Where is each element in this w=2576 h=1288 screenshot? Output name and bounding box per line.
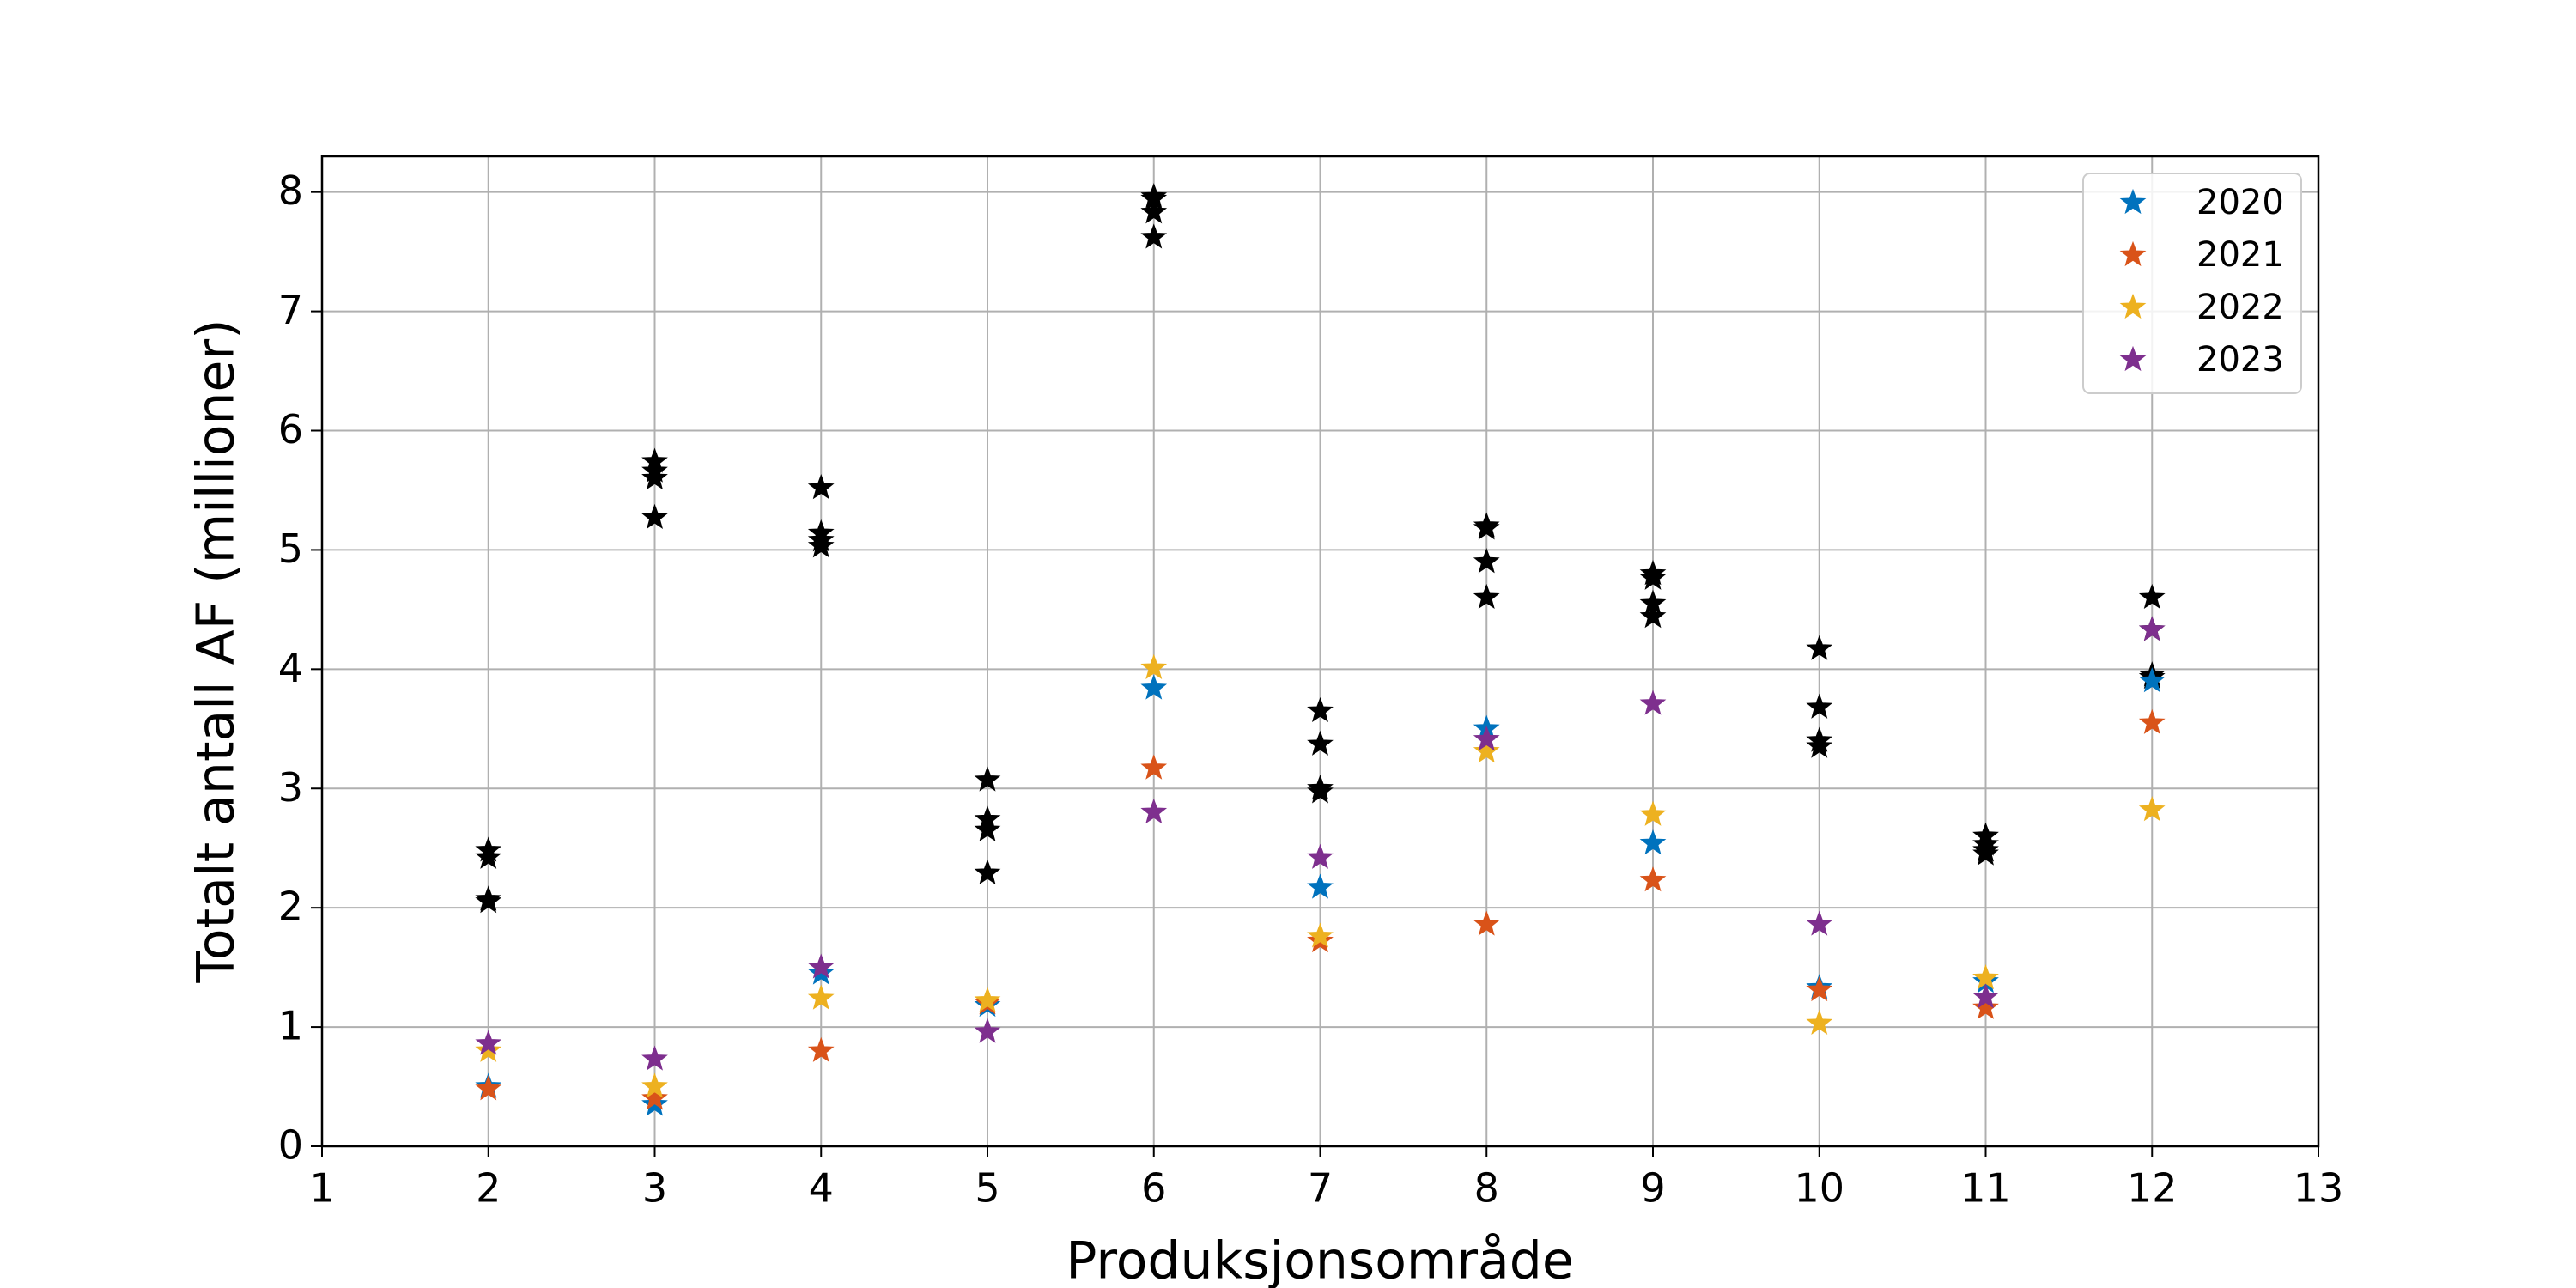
point <box>1972 840 1999 866</box>
point <box>1307 873 1334 899</box>
legend-marker <box>2119 293 2147 319</box>
point <box>1806 732 1833 758</box>
point <box>1639 829 1667 855</box>
legend-marker <box>2119 345 2147 372</box>
point <box>1307 696 1334 723</box>
x-axis-label: Produksjonsområde <box>1066 1231 1574 1288</box>
point <box>1806 975 1833 1002</box>
y-tick-label: 6 <box>278 406 303 453</box>
legend-label: 2021 <box>2196 235 2284 275</box>
legend: 2020 2021 2022 2023 <box>2082 173 2302 394</box>
point <box>1473 548 1500 574</box>
point <box>1972 993 1999 1019</box>
point <box>1140 198 1168 224</box>
point <box>1639 800 1667 826</box>
point <box>1806 1009 1833 1035</box>
point <box>974 816 1001 841</box>
point <box>807 953 835 979</box>
point <box>807 1036 835 1062</box>
y-tick-label: 3 <box>278 764 303 811</box>
legend-label: 2023 <box>2196 340 2284 380</box>
x-tick-label: 9 <box>1640 1165 1665 1212</box>
y-tick-label: 2 <box>278 884 303 930</box>
point <box>1307 778 1334 804</box>
point <box>475 1036 502 1062</box>
point <box>1140 653 1168 680</box>
point <box>974 987 1001 1012</box>
x-tick-label: 4 <box>809 1165 834 1212</box>
x-tick-label: 10 <box>1794 1165 1844 1212</box>
point <box>1473 910 1500 936</box>
point <box>641 1072 668 1098</box>
point <box>475 1030 502 1055</box>
point <box>1639 564 1667 590</box>
x-tick-label: 13 <box>2293 1165 2344 1212</box>
point <box>1972 983 1999 1009</box>
point <box>641 464 668 490</box>
y-axis-label: Totalt antall AF (millioner) <box>186 319 246 983</box>
point <box>1140 674 1168 700</box>
point <box>974 1018 1001 1043</box>
x-tick-label: 3 <box>642 1165 667 1212</box>
y-tick-label: 8 <box>278 167 303 214</box>
point <box>1140 798 1168 824</box>
y-tick-label: 5 <box>278 526 303 572</box>
point <box>1639 866 1667 892</box>
point <box>974 766 1001 792</box>
point <box>475 888 502 914</box>
legend-marker <box>2119 240 2147 267</box>
legend-box <box>2082 173 2302 394</box>
point <box>641 1084 668 1110</box>
x-tick-label: 7 <box>1308 1165 1333 1212</box>
x-tick-label: 5 <box>975 1165 999 1212</box>
point <box>807 474 835 500</box>
x-tick-label: 1 <box>309 1165 334 1212</box>
point <box>1307 843 1334 869</box>
point <box>1806 910 1833 936</box>
point <box>2138 667 2166 693</box>
legend-marker <box>2119 188 2147 215</box>
point <box>475 843 502 869</box>
legend-label: 2020 <box>2196 183 2284 222</box>
point <box>1307 922 1334 948</box>
point <box>1806 693 1833 719</box>
point <box>1307 730 1334 756</box>
point <box>2138 796 2166 822</box>
point <box>974 859 1001 884</box>
point <box>807 532 835 558</box>
point <box>2138 583 2166 610</box>
point <box>807 984 835 1010</box>
point <box>641 1045 668 1071</box>
y-tick-label: 7 <box>278 287 303 333</box>
point <box>1972 963 1999 990</box>
point <box>1473 514 1500 540</box>
point <box>475 1075 502 1101</box>
x-tick-label: 6 <box>1141 1165 1166 1212</box>
point <box>2138 616 2166 641</box>
y-tick-label: 0 <box>278 1122 303 1169</box>
point <box>1473 738 1500 763</box>
y-tick-label: 4 <box>278 645 303 691</box>
x-tick-label: 11 <box>1960 1165 2011 1212</box>
point <box>1806 635 1833 660</box>
x-tick-label: 12 <box>2127 1165 2178 1212</box>
point <box>1140 754 1168 780</box>
x-tick-label: 8 <box>1474 1165 1499 1212</box>
legend-label: 2022 <box>2196 288 2284 327</box>
y-tick-label: 1 <box>278 1003 303 1049</box>
point <box>1639 603 1667 629</box>
point <box>1473 583 1500 610</box>
point <box>641 503 668 529</box>
point <box>1140 223 1168 249</box>
plot-frame <box>320 155 2320 1148</box>
x-tick-label: 2 <box>476 1165 501 1212</box>
point <box>1473 726 1500 751</box>
point <box>2138 708 2166 734</box>
point <box>1639 690 1667 715</box>
